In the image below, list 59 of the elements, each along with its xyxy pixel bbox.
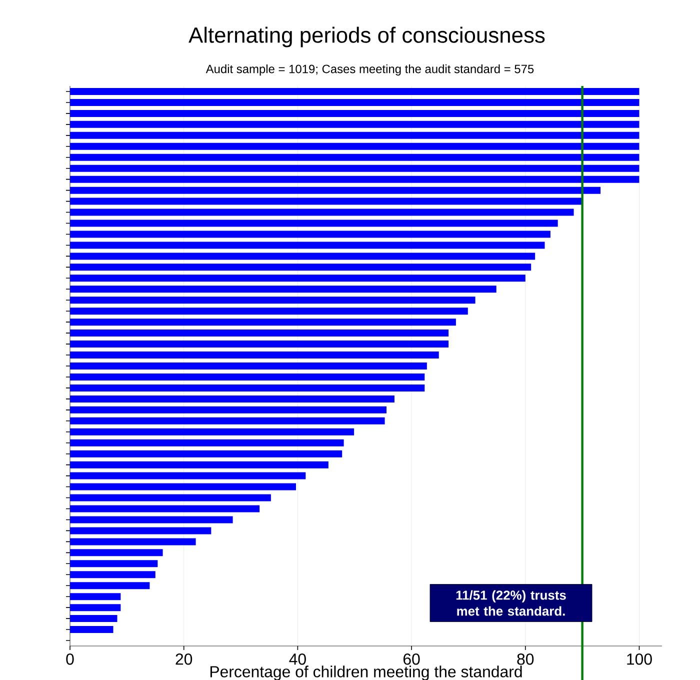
bar	[70, 593, 121, 600]
bar	[70, 417, 385, 424]
bar	[70, 483, 296, 490]
bar	[70, 461, 328, 468]
bar	[70, 242, 545, 249]
bar	[70, 230, 550, 238]
x-tick-label: 100	[627, 654, 652, 665]
bar	[70, 142, 640, 150]
bar	[70, 494, 271, 502]
x-tick-label: 80	[517, 654, 534, 665]
bar	[70, 110, 640, 117]
bar	[70, 308, 468, 315]
bar	[70, 428, 354, 436]
bar	[70, 362, 427, 370]
bar	[70, 604, 121, 612]
bar	[70, 560, 158, 568]
x-tick-label: 20	[176, 654, 192, 665]
bar	[70, 516, 233, 524]
bar	[70, 186, 601, 194]
bar	[70, 505, 260, 512]
bar	[70, 450, 342, 458]
bar	[70, 626, 114, 634]
chart-title: Alternating periods of consciousness	[188, 26, 545, 48]
chart-subtitle: Audit sample = 1019; Cases meeting the audit standard = 575	[206, 64, 534, 76]
x-tick-label: 60	[403, 654, 420, 665]
bar	[70, 549, 163, 556]
bar	[70, 286, 496, 293]
bar	[70, 220, 558, 227]
bar	[70, 395, 394, 402]
bar	[70, 98, 640, 106]
bar	[70, 208, 574, 216]
bar	[70, 330, 449, 337]
bar	[70, 472, 306, 480]
bar	[70, 406, 386, 414]
bar	[70, 318, 456, 326]
bar	[70, 296, 476, 304]
bar	[70, 264, 532, 271]
x-tick-label: 0	[66, 654, 74, 665]
bar	[70, 582, 150, 590]
bar	[70, 252, 536, 260]
bar	[70, 571, 156, 578]
bar	[70, 352, 439, 359]
bar	[70, 373, 425, 380]
bar	[70, 120, 640, 128]
bar	[70, 538, 196, 546]
bar	[70, 164, 640, 172]
bar	[70, 340, 449, 348]
bar	[70, 88, 640, 95]
annotation: 11/51 (22%) trusts met the standard.	[456, 590, 566, 616]
x-tick-label: 40	[289, 654, 306, 665]
bar	[70, 274, 526, 282]
bar	[70, 176, 640, 183]
bar	[70, 198, 583, 205]
bar	[70, 527, 212, 534]
bar	[70, 439, 344, 446]
bar	[70, 132, 640, 139]
bar	[70, 154, 640, 161]
bar	[70, 615, 118, 622]
bar	[70, 384, 425, 392]
